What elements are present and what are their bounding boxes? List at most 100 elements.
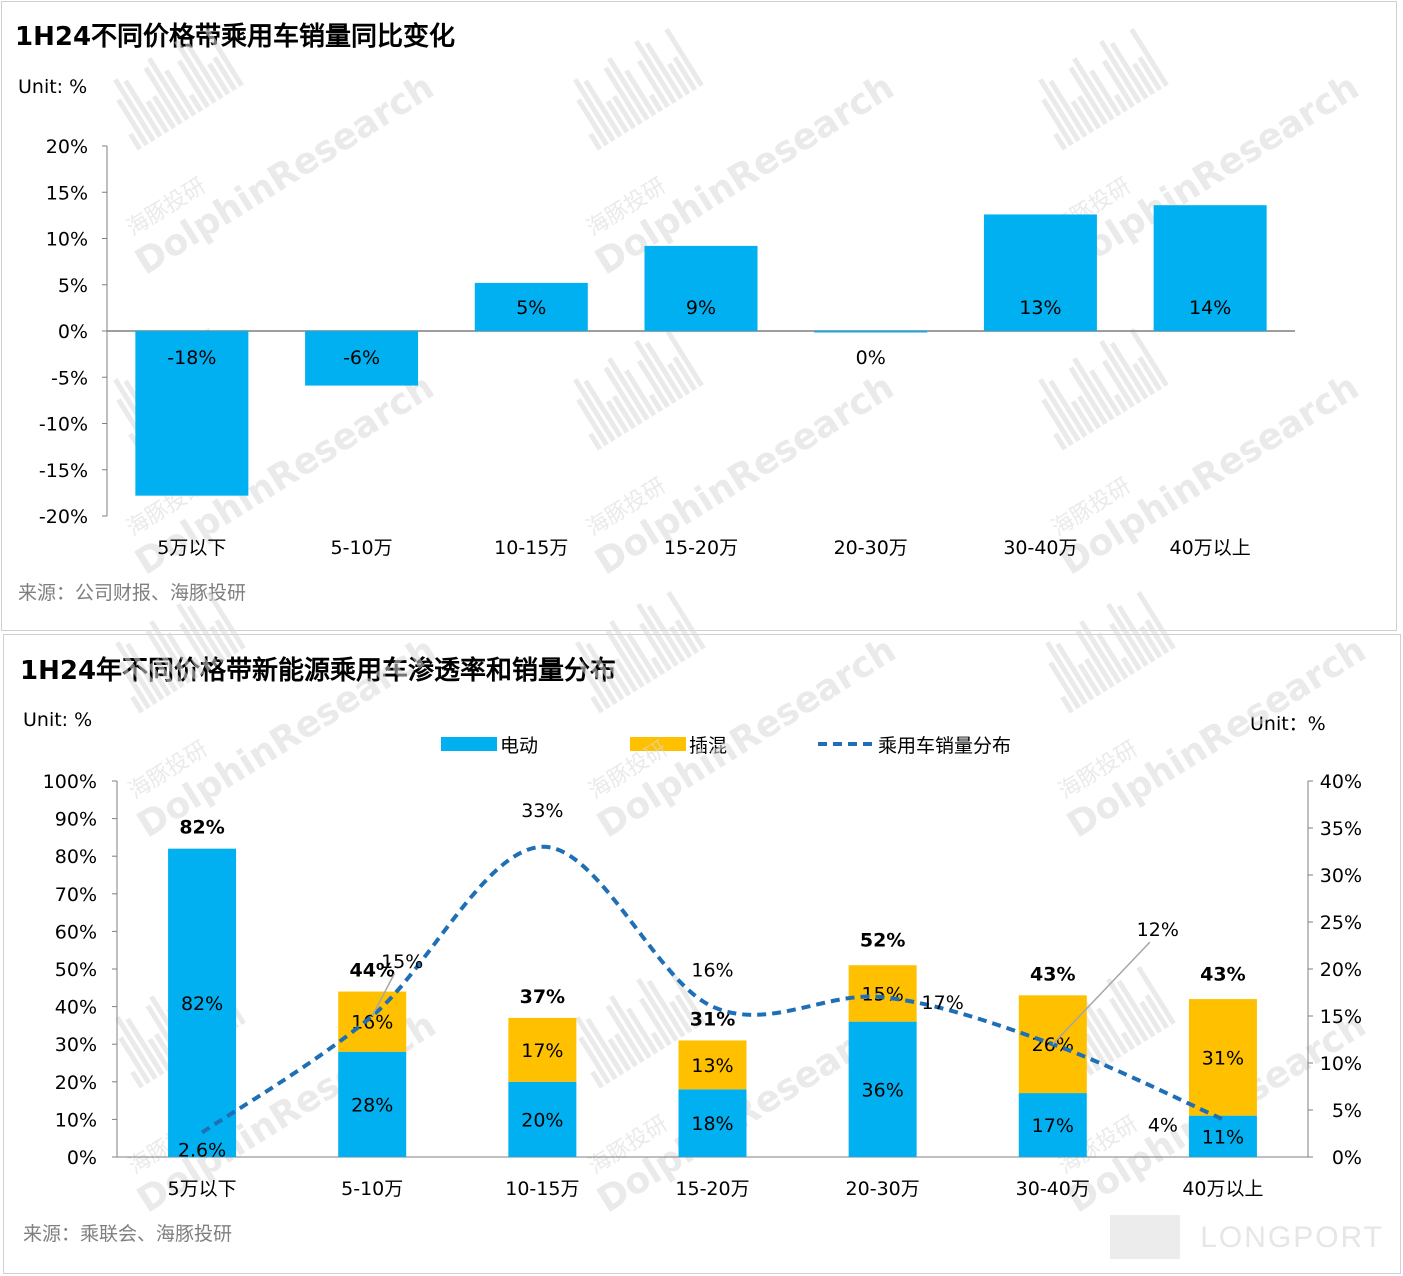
chart2-y-left-tick-label: 40% — [55, 997, 97, 1019]
chart2-line-leader — [1052, 941, 1151, 1045]
legend-swatch-phev — [630, 737, 686, 751]
watermark-bar — [578, 1036, 611, 1085]
watermark-bar — [125, 1017, 165, 1076]
chart1-bar — [305, 331, 419, 386]
watermark-bar — [1137, 356, 1163, 392]
watermark-bar — [145, 100, 170, 134]
chart2-y-right-tick-label: 35% — [1320, 818, 1362, 840]
watermark-bar — [646, 979, 686, 1038]
watermark-bar — [1109, 341, 1149, 400]
watermark-bar — [605, 1004, 645, 1064]
watermark-bar — [1096, 1007, 1129, 1055]
watermark-bar — [590, 695, 605, 714]
watermark-bar — [1077, 663, 1102, 697]
chart1-y-tick-label: 0% — [58, 321, 88, 343]
watermark-bar — [164, 69, 197, 117]
chart2-bar-phev — [678, 1040, 747, 1090]
chart2-y-left-tick-label: 60% — [55, 921, 97, 943]
watermark-bar — [664, 327, 704, 387]
watermark-bar — [147, 663, 172, 697]
chart2-total-label: 31% — [690, 1008, 735, 1030]
watermark-bar — [123, 79, 163, 138]
watermark-bar — [1070, 400, 1095, 434]
chart2-y-right-tick-label: 0% — [1332, 1147, 1362, 1169]
chart2-x-tick-label: 5万以下 — [168, 1178, 237, 1200]
watermark-bar — [664, 27, 704, 87]
watermark-bar — [607, 357, 650, 421]
watermark-bar — [186, 604, 226, 663]
longport-logo: LONGPORT — [1200, 1221, 1384, 1254]
watermark-bar — [1101, 59, 1135, 109]
chart2-line-data-label: 17% — [922, 992, 964, 1014]
chart2-title: 1H24年不同价格带新能源乘用车渗透率和销量分布 — [20, 656, 617, 686]
watermark-bar — [650, 656, 666, 676]
watermark-bar — [1053, 132, 1068, 151]
watermark-bar — [624, 369, 657, 417]
watermark-bar — [1136, 965, 1176, 1025]
chart1-bar — [644, 245, 758, 331]
watermark-bar — [613, 1033, 638, 1068]
chart2-bar-ev — [678, 1089, 747, 1157]
watermark-bar — [576, 98, 609, 147]
chart2-y-left-tick-label: 20% — [55, 1072, 97, 1094]
watermark-bar — [613, 658, 638, 693]
chart2-total-label: 43% — [1030, 963, 1075, 985]
watermark-bar — [1060, 695, 1075, 714]
chart2-bar-phev — [508, 1017, 577, 1082]
watermark-bar — [1068, 366, 1108, 426]
watermark-bar — [636, 602, 679, 667]
watermark-bar — [669, 625, 693, 659]
watermark-bar — [573, 378, 616, 443]
watermark-bar — [1076, 95, 1101, 130]
watermark-bar — [578, 661, 611, 710]
legend-swatch-ev — [441, 737, 497, 751]
watermark-bar — [1041, 398, 1074, 447]
chart1-data-label: 13% — [1019, 297, 1061, 319]
watermark-bar — [646, 604, 686, 663]
watermark-bar — [605, 400, 630, 434]
watermark-bar — [1083, 1033, 1108, 1068]
watermark-bar — [585, 1017, 625, 1076]
watermark-bar — [1113, 93, 1129, 113]
watermark-bar — [609, 620, 652, 684]
chart1-y-tick-label: 15% — [46, 182, 88, 204]
chart2-unit-left: Unit: % — [23, 709, 93, 731]
chart2-line-data-label: 15% — [381, 951, 423, 973]
watermark-bar — [1108, 997, 1142, 1047]
chart2-y-left-tick-label: 50% — [55, 959, 97, 981]
watermark-bar — [178, 622, 212, 672]
watermark-bar — [576, 398, 609, 447]
watermark-bar — [1041, 98, 1074, 147]
watermark-bar — [607, 1038, 632, 1072]
chart2-y-left-tick-label: 80% — [55, 846, 97, 868]
watermark-bar — [128, 132, 143, 151]
chart2-data-label-ev: 28% — [351, 1094, 393, 1116]
watermark-bar — [611, 95, 636, 130]
watermark-bar — [1079, 620, 1122, 684]
chart2-total-label: 82% — [179, 817, 224, 839]
chart2-data-label-phev: 31% — [1202, 1047, 1244, 1069]
watermark-bar — [153, 658, 178, 693]
watermark-bar — [1075, 629, 1115, 689]
watermark-bar — [575, 1016, 618, 1081]
watermark-bar — [583, 379, 623, 438]
watermark-bar — [1108, 622, 1142, 672]
chart2-y-right-tick-label: 10% — [1320, 1053, 1362, 1075]
watermark-bar — [1048, 79, 1088, 138]
chart1-source: 来源：公司财报、海豚投研 — [18, 582, 247, 604]
watermark-bar — [116, 98, 149, 147]
watermark-bar — [636, 977, 679, 1042]
chart2-data-label-phev: 16% — [351, 1012, 393, 1034]
watermark-bar — [1139, 1000, 1163, 1034]
chart1-x-tick-label: 15-20万 — [664, 537, 738, 559]
watermark-bar — [648, 393, 664, 413]
watermark-bar — [1129, 327, 1169, 387]
chart2-source: 来源：乘联会、海豚投研 — [23, 1223, 233, 1245]
watermark-bar — [1116, 979, 1156, 1038]
watermark-bar — [1099, 339, 1142, 404]
watermark-bar — [151, 95, 176, 130]
watermark-bar — [605, 100, 630, 134]
chart2-y-left-tick-label: 70% — [55, 884, 97, 906]
watermark-bar — [672, 356, 698, 392]
